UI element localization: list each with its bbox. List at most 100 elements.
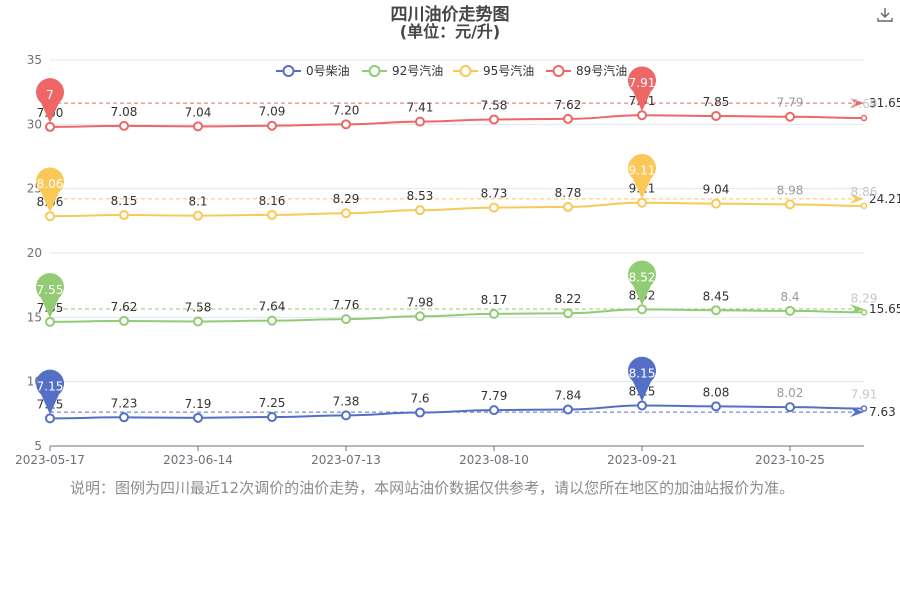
data-point <box>489 114 499 125</box>
data-point <box>193 316 203 327</box>
data-point <box>45 413 55 424</box>
data-point <box>45 121 55 132</box>
data-label: 8.15 <box>111 194 138 208</box>
average-arrow <box>850 193 864 204</box>
pin-label: 8.15 <box>629 366 656 380</box>
data-label: 7.58 <box>481 98 508 112</box>
pin-shape <box>36 369 65 415</box>
data-point <box>785 402 795 413</box>
average-label: 7.63 <box>869 405 896 419</box>
data-point <box>860 405 868 412</box>
x-tick-label: 2023-07-13 <box>311 453 381 467</box>
max-marker: 7.91 <box>628 66 656 112</box>
legend-label: 0号柴油 <box>306 64 350 78</box>
pin-shape <box>628 356 657 402</box>
data-label: 8.98 <box>777 183 804 197</box>
data-point <box>415 407 425 418</box>
data-label: 7.38 <box>333 394 360 408</box>
pin-label: 7 <box>46 88 54 102</box>
pin-shape <box>36 167 64 213</box>
legend-marker <box>552 65 565 77</box>
average-label: 31.65 <box>869 96 900 110</box>
data-point <box>785 305 795 316</box>
data-label: 7.98 <box>407 295 434 309</box>
min-marker: 7 <box>36 78 65 123</box>
data-label: 8.17 <box>481 293 508 307</box>
series-line <box>49 404 865 420</box>
data-label: 8.86 <box>851 185 878 199</box>
legend-item-0[interactable]: 0号柴油 <box>276 64 350 78</box>
data-point <box>637 400 647 411</box>
legend-item-3[interactable]: 89号汽油 <box>546 63 627 78</box>
legend-label: 89号汽油 <box>576 63 627 78</box>
data-point <box>267 315 277 326</box>
data-label: 8.29 <box>333 192 360 206</box>
data-label: 8.22 <box>555 292 582 306</box>
data-point <box>563 404 573 415</box>
min-marker: 8.06 <box>36 167 64 213</box>
data-point <box>637 197 647 208</box>
download-icon[interactable] <box>876 6 894 24</box>
max-marker: 8.15 <box>628 356 657 402</box>
data-label: 7.62 <box>555 98 582 112</box>
data-point <box>45 211 55 222</box>
y-tick-label: 5 <box>34 439 42 453</box>
data-point <box>711 305 721 316</box>
average-label: 15.65 <box>869 302 900 316</box>
data-point <box>489 405 499 416</box>
data-label: 8.08 <box>703 385 730 399</box>
data-point <box>489 202 499 213</box>
pin-label: 7.55 <box>37 283 64 297</box>
pin-label: 8.06 <box>37 177 64 191</box>
data-point <box>415 205 425 216</box>
series-1: 15.65 7.55 7.62 7.58 7.64 7.76 7.98 8.17 8.22 8.5… <box>36 260 900 327</box>
data-point <box>563 113 573 124</box>
average-arrow <box>850 98 864 109</box>
legend-marker <box>368 65 381 77</box>
data-point <box>341 314 351 325</box>
data-point <box>267 209 277 220</box>
chart-title: 四川油价走势图 <box>391 4 510 25</box>
data-point <box>637 110 647 121</box>
y-tick-label: 30 <box>27 117 42 131</box>
data-label: 7.79 <box>777 96 804 110</box>
data-label: 8.16 <box>259 194 286 208</box>
data-point <box>860 309 868 316</box>
data-label: 7.41 <box>407 101 434 115</box>
pin-label: 8.52 <box>629 270 656 284</box>
data-label: 8.1 <box>188 195 207 209</box>
data-point <box>341 208 351 219</box>
data-label: 7.91 <box>851 388 878 402</box>
max-marker: 8.52 <box>628 260 657 306</box>
data-label: 7.64 <box>259 300 286 314</box>
data-point <box>563 201 573 212</box>
data-point <box>341 119 351 130</box>
series-3: 31.657.007.087.047.097.207.417.587.627.9… <box>36 66 900 132</box>
data-point <box>637 304 647 315</box>
legend-marker <box>282 65 295 77</box>
series-line <box>49 308 865 323</box>
data-label: 7.04 <box>185 105 212 119</box>
data-point <box>489 308 499 319</box>
data-label: 7.23 <box>111 396 138 410</box>
legend-label: 95号汽油 <box>483 63 534 78</box>
series-group: 7.63 7.15 7.23 7.19 7.25 7.38 7.6 7.79 7.84 8.15 8… <box>36 66 900 424</box>
data-point <box>193 121 203 132</box>
pin-shape <box>628 153 657 199</box>
data-label: 7.69 <box>851 97 878 111</box>
legend[interactable]: 0号柴油 92号汽油 95号汽油 89号汽油 <box>276 63 627 78</box>
data-label: 8.73 <box>481 187 508 201</box>
legend-item-2[interactable]: 95号汽油 <box>453 63 534 78</box>
x-tick-label: 2023-06-14 <box>163 453 233 467</box>
pin-shape <box>36 273 65 318</box>
data-point <box>193 412 203 423</box>
legend-item-1[interactable]: 92号汽油 <box>362 63 443 78</box>
pin-shape <box>36 78 65 123</box>
max-marker: 9.11 <box>628 153 657 199</box>
data-point <box>711 198 721 209</box>
data-point <box>119 412 129 423</box>
series-line <box>49 201 865 218</box>
